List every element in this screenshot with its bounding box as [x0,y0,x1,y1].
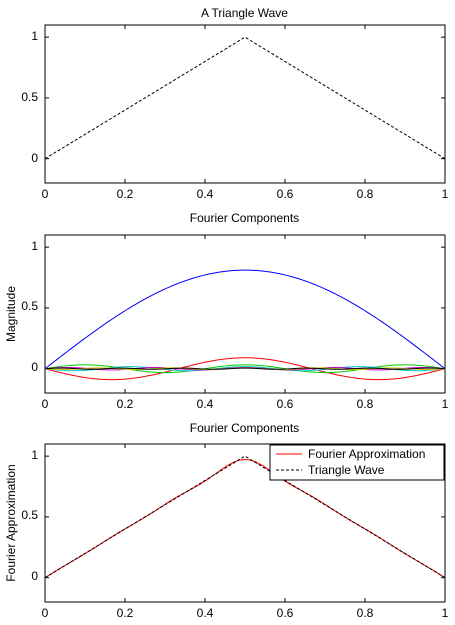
chart-1-axes-box [44,24,446,184]
chart-3-xtick-label: 0.4 [197,606,214,620]
series-line-harmonic-7 [44,366,446,372]
chart-3-series [44,455,446,579]
legend-label-fourier-approximation: Fourier Approximation [308,447,425,461]
chart-3-xtick-label: 0.8 [357,606,374,620]
chart-1-title: A Triangle Wave [201,6,288,20]
chart-3-ytick-label: 0.5 [21,508,38,522]
chart-1-xtick-label: 0.8 [357,187,374,201]
chart-2-xtick-label: 0.4 [197,397,214,411]
chart-3-ylabel: Fourier Approximation [4,464,18,581]
chart-2-xtick-label: 0.2 [117,397,134,411]
chart-2-ytick-label: 0.5 [21,299,38,313]
chart-2-ylabel: Magnitude [4,286,18,342]
chart-panel-2: Fourier Components Magnitude 0 0.5 1 0 0… [4,211,449,411]
chart-1-xtick-label: 0.2 [117,187,134,201]
chart-3-xtick-label: 0.6 [277,606,294,620]
chart-3-title: Fourier Components [190,421,299,435]
chart-1-ytick-label: 0.5 [21,90,38,104]
chart-panel-1: A Triangle Wave 0 0.5 1 0 0.2 0.4 0.6 0.… [21,6,448,201]
series-line-harmonic-1 [44,269,446,370]
chart-1-xtick-label: 1 [442,187,449,201]
chart-1-series [44,36,446,160]
chart-3-ytick-label: 0 [31,569,38,583]
chart-1-ticks [44,25,446,183]
legend-box [269,444,445,481]
chart-2-ytick-label: 1 [31,239,38,253]
chart-panel-3: Fourier Components Fourier Approximation… [4,421,449,620]
series-line-harmonic-13 [44,367,446,370]
chart-2-xtick-label: 1 [442,397,449,411]
chart-1-ytick-label: 0 [31,151,38,165]
chart-3-xtick-label: 1 [442,606,449,620]
chart-2-title: Fourier Components [190,211,299,225]
series-line-triangle-wave [44,455,446,579]
legend-label-triangle-wave: Triangle Wave [308,463,385,477]
chart-1-ytick-label: 1 [31,29,38,43]
series-line-fourier-approximation [44,459,446,579]
series-line-harmonic-3 [44,357,446,381]
series-line-triangle-wave [44,36,446,160]
chart-1-xtick-label: 0 [42,187,49,201]
chart-1-xtick-label: 0.4 [197,187,214,201]
chart-3-legend: Fourier Approximation Triangle Wave [269,444,445,481]
series-line-harmonic-5 [44,364,446,374]
chart-2-xtick-label: 0 [42,397,49,411]
chart-3-xtick-label: 0.2 [117,606,134,620]
chart-1-xtick-label: 0.6 [277,187,294,201]
chart-2-xtick-label: 0.8 [357,397,374,411]
chart-3-xtick-label: 0 [42,606,49,620]
chart-2-xtick-label: 0.6 [277,397,294,411]
chart-2-series [44,269,446,381]
chart-2-ticks [44,235,446,393]
chart-2-ytick-label: 0 [31,360,38,374]
chart-3-ytick-label: 1 [31,448,38,462]
